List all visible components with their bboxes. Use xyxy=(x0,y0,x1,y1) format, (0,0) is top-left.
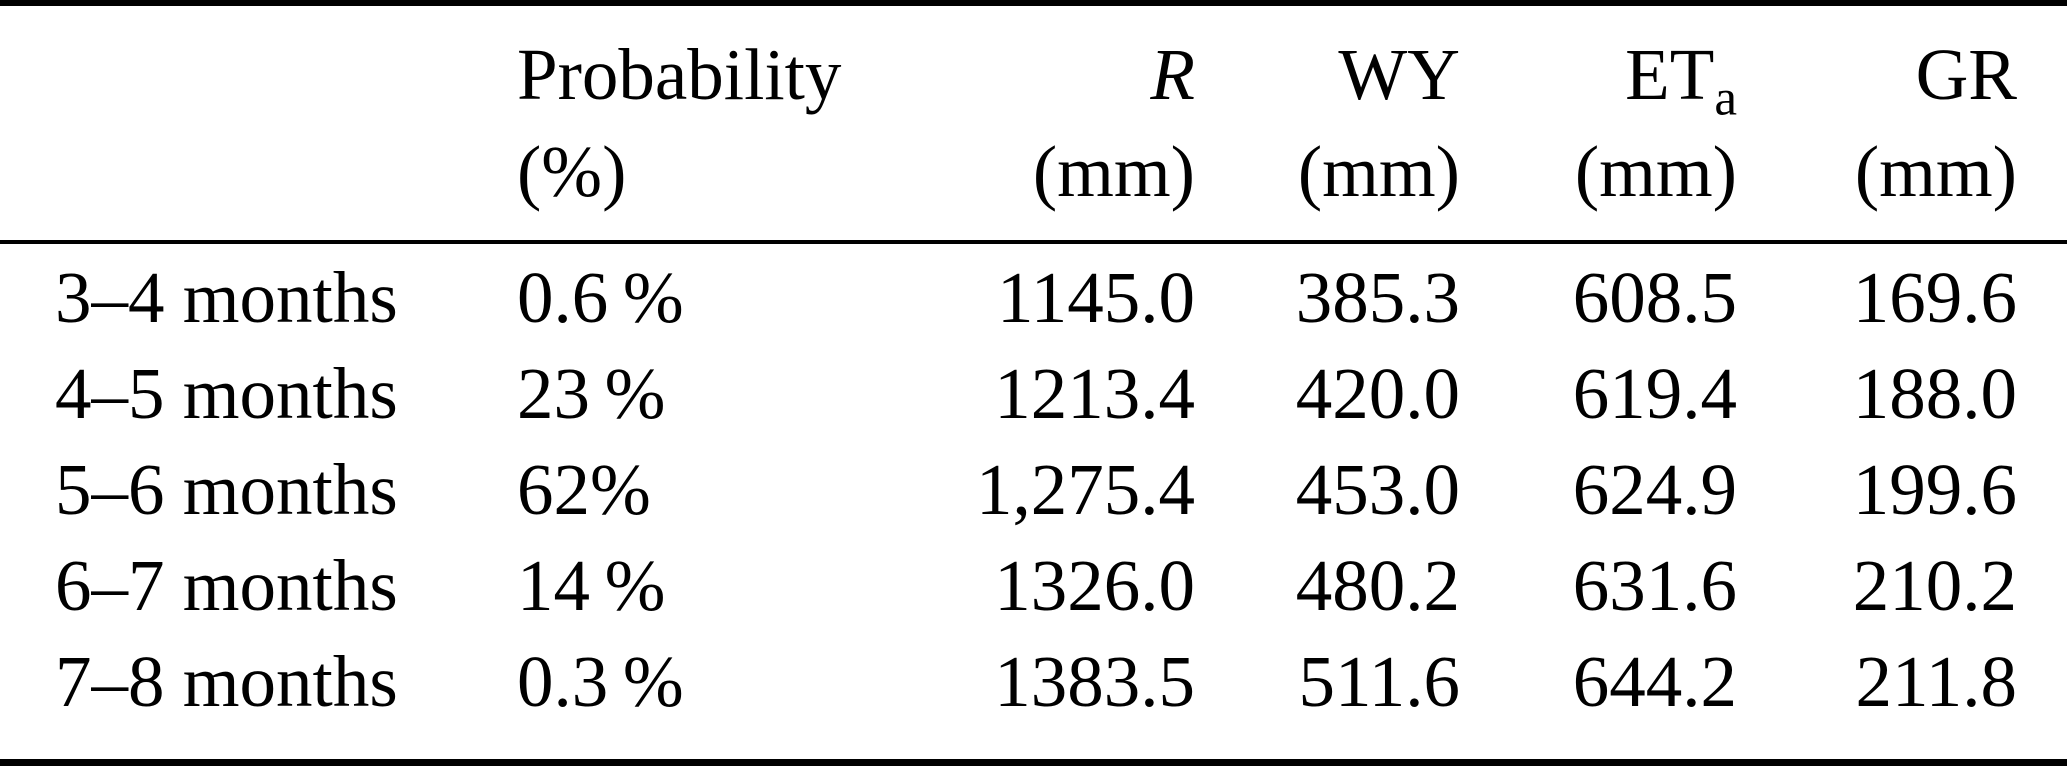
cell-duration: 7–8 months xyxy=(55,641,398,722)
header-probability-unit: (%) xyxy=(517,131,627,212)
cell-duration: 4–5 months xyxy=(55,353,398,434)
header-eta: ETa (mm) xyxy=(1460,3,1737,244)
cell-gr: 199.6 xyxy=(1852,449,2017,530)
cell-r: 1,275.4 xyxy=(976,449,1195,530)
table-row: 3–4 months 0.6 % 1145.0 385.3 608.5 169.… xyxy=(0,242,2067,346)
header-gr-name: GR xyxy=(1915,34,2017,115)
table-body: 3–4 months 0.6 % 1145.0 385.3 608.5 169.… xyxy=(0,242,2067,763)
cell-wy: 420.0 xyxy=(1295,353,1460,434)
table-row: 5–6 months 62% 1,275.4 453.0 624.9 199.6 xyxy=(0,442,2067,538)
cell-probability: 14 % xyxy=(517,545,666,626)
header-gr: GR (mm) xyxy=(1737,3,2067,244)
cell-wy: 480.2 xyxy=(1295,545,1460,626)
table-row: 7–8 months 0.3 % 1383.5 511.6 644.2 211.… xyxy=(0,634,2067,763)
et-subscript: a xyxy=(1714,69,1737,127)
header-r-unit: (mm) xyxy=(1032,131,1195,212)
cell-eta: 631.6 xyxy=(1572,545,1737,626)
cell-wy: 511.6 xyxy=(1298,641,1460,722)
header-probability: Probability (%) xyxy=(517,3,895,244)
cell-probability: 62% xyxy=(517,449,651,530)
header-r: R (mm) xyxy=(895,3,1195,244)
cell-r: 1383.5 xyxy=(994,641,1195,722)
et-symbol: ET xyxy=(1625,34,1715,115)
cell-eta: 608.5 xyxy=(1572,257,1737,338)
cell-r: 1326.0 xyxy=(994,545,1195,626)
header-probability-name: Probability xyxy=(517,34,842,115)
table-row: 4–5 months 23 % 1213.4 420.0 619.4 188.0 xyxy=(0,346,2067,442)
header-wy: WY (mm) xyxy=(1195,3,1460,244)
cell-probability: 0.6 % xyxy=(517,257,684,338)
cell-gr: 211.8 xyxy=(1855,641,2017,722)
cell-probability: 0.3 % xyxy=(517,641,684,722)
cell-gr: 169.6 xyxy=(1852,257,2017,338)
cell-eta: 624.9 xyxy=(1572,449,1737,530)
header-gr-unit: (mm) xyxy=(1854,131,2017,212)
cell-r: 1213.4 xyxy=(994,353,1195,434)
cell-eta: 644.2 xyxy=(1572,641,1737,722)
header-r-name: R xyxy=(895,26,1195,123)
cell-probability: 23 % xyxy=(517,353,666,434)
header-eta-unit: (mm) xyxy=(1574,131,1737,212)
header-wy-unit: (mm) xyxy=(1297,131,1460,212)
table-row: 6–7 months 14 % 1326.0 480.2 631.6 210.2 xyxy=(0,538,2067,634)
cell-r: 1145.0 xyxy=(996,257,1195,338)
cell-gr: 210.2 xyxy=(1852,545,2017,626)
cell-eta: 619.4 xyxy=(1572,353,1737,434)
header-duration-empty xyxy=(0,3,517,244)
cell-duration: 5–6 months xyxy=(55,449,398,530)
r-symbol: R xyxy=(1150,34,1195,115)
header-eta-name: ETa xyxy=(1460,26,1737,124)
cell-duration: 6–7 months xyxy=(55,545,398,626)
header-wy-name: WY xyxy=(1338,34,1460,115)
cell-wy: 453.0 xyxy=(1295,449,1460,530)
cell-gr: 188.0 xyxy=(1852,353,2017,434)
header-row: Probability (%) R (mm) WY (mm) ETa (mm) … xyxy=(0,3,2067,244)
cell-wy: 385.3 xyxy=(1295,257,1460,338)
table-header: Probability (%) R (mm) WY (mm) ETa (mm) … xyxy=(0,3,2067,244)
cell-duration: 3–4 months xyxy=(55,257,398,338)
